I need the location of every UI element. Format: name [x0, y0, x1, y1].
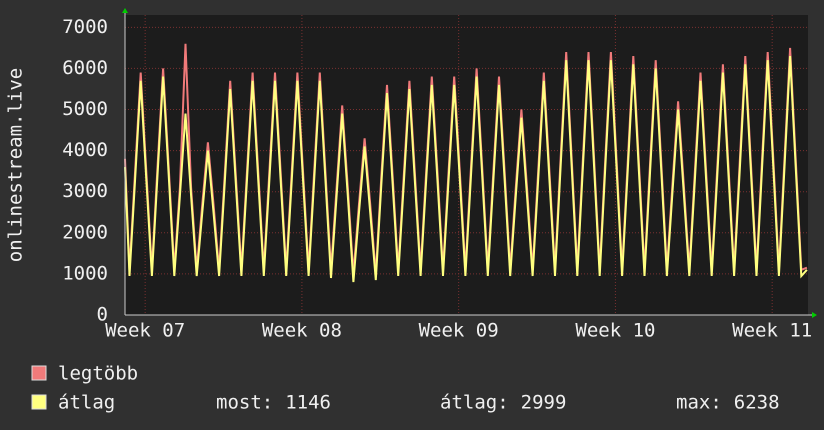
y-tick-label: 5000 [62, 98, 108, 120]
x-tick-label: Week 07 [105, 320, 185, 342]
y-tick-label: 0 [97, 304, 108, 326]
y-axis-label: onlinestream.live [5, 68, 27, 262]
legend-label: legtöbb [58, 363, 138, 385]
x-tick-label: Week 10 [575, 320, 655, 342]
y-tick-label: 7000 [62, 16, 108, 38]
series-line [124, 56, 808, 283]
stat-value: 1146 [285, 392, 331, 414]
stat-value: 6238 [734, 392, 780, 414]
stat-label: most: [216, 392, 273, 414]
y-tick-label: 2000 [62, 221, 108, 243]
legend-label: átlag [58, 392, 115, 414]
axis-arrow [122, 8, 128, 13]
y-tick-label: 4000 [62, 139, 108, 161]
y-tick-label: 3000 [62, 180, 108, 202]
x-tick-label: Week 08 [262, 320, 342, 342]
stat-label: átlag: [440, 392, 509, 414]
stat-value: 2999 [521, 392, 567, 414]
x-tick-label: Week 11 [732, 320, 812, 342]
axis-arrow [812, 312, 817, 318]
legend-swatch [31, 394, 47, 410]
y-tick-label: 6000 [62, 57, 108, 79]
stat-label: max: [676, 392, 722, 414]
y-tick-label: 1000 [62, 262, 108, 284]
legend-swatch [31, 365, 47, 381]
x-tick-label: Week 09 [419, 320, 499, 342]
